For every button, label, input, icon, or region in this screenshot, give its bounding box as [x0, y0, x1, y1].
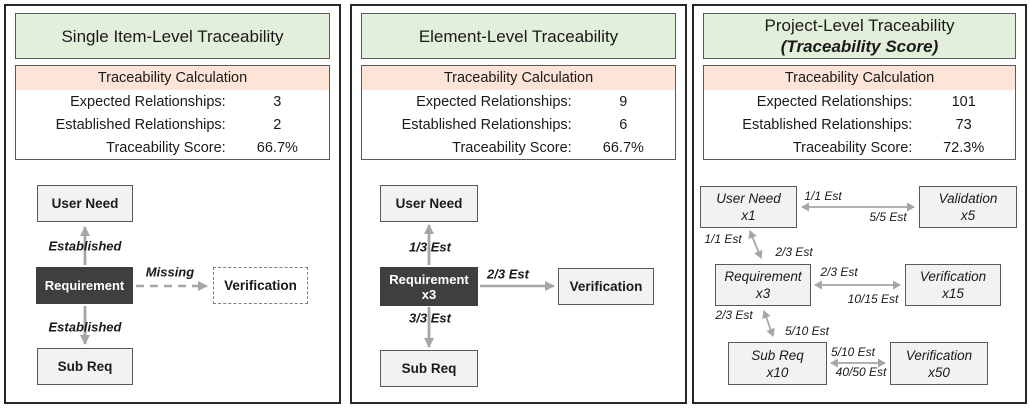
calc-row-score: Traceability Score: 66.7%	[16, 136, 329, 159]
node-label: Requirement x3	[724, 269, 802, 301]
calc-value: 3	[273, 93, 282, 110]
edge-label-un-req-left: 1/1 Est	[704, 232, 742, 246]
calc-row-established: Established Relationships: 6	[362, 113, 675, 136]
node-label: Verification	[224, 277, 297, 293]
calc-row-score: Traceability Score: 66.7%	[362, 136, 675, 159]
calc-value: 9	[619, 93, 628, 110]
node-requirement: Requirement	[36, 267, 133, 304]
panel-subtitle: (Traceability Score)	[780, 37, 939, 56]
calc-label: Established Relationships:	[401, 116, 572, 133]
calc-row-score: Traceability Score: 72.3%	[704, 136, 1015, 159]
node-requirement-x3: Requirement x3	[715, 264, 811, 306]
arrow-requirement-subreq	[762, 310, 775, 337]
calc-title: Traceability Calculation	[362, 66, 675, 90]
calc-title: Traceability Calculation	[704, 66, 1015, 90]
node-user-need: User Need	[380, 185, 478, 222]
calc-label: Established Relationships:	[55, 116, 226, 133]
edge-label-req-ver-bottom: 10/15 Est	[847, 292, 899, 306]
calc-row-expected: Expected Relationships: 3	[16, 90, 329, 113]
edge-label-established-top: Established	[48, 238, 122, 254]
panel-header: Element-Level Traceability	[361, 13, 676, 59]
calc-label: Expected Relationships:	[70, 93, 226, 110]
edge-label-3-3-est: 3/3 Est	[409, 310, 451, 326]
node-sub-req-x10: Sub Req x10	[728, 342, 827, 385]
arrows-layer	[748, 202, 915, 368]
panel-element-level: Element-Level Traceability Traceability …	[350, 4, 687, 404]
panel-title: Single Item-Level Traceability	[61, 26, 284, 46]
calc-value: 72.3%	[943, 139, 985, 156]
node-user-need-x1: User Need x1	[700, 186, 797, 228]
node-requirement-x3: Requirement x3	[380, 267, 478, 306]
calc-value: 66.7%	[602, 139, 644, 156]
edge-label-sub-ver-top: 5/10 Est	[830, 345, 876, 359]
panel-title: Element-Level Traceability	[418, 26, 619, 46]
node-label: Verification	[569, 278, 643, 294]
node-verification: Verification	[558, 268, 654, 305]
traceability-calculation-box: Traceability Calculation Expected Relati…	[361, 65, 676, 160]
node-label: User Need	[51, 195, 119, 211]
calc-value: 73	[955, 116, 972, 133]
calc-row-expected: Expected Relationships: 9	[362, 90, 675, 113]
node-label: Requirement	[44, 278, 125, 293]
node-label: Requirement x3	[389, 271, 469, 302]
edge-label-req-sub-left: 2/3 Est	[715, 308, 753, 322]
calc-value: 66.7%	[256, 139, 298, 156]
edge-label-established-bottom: Established	[48, 319, 122, 335]
edge-label-req-sub-right: 5/10 Est	[784, 324, 830, 338]
node-label: Sub Req	[57, 358, 113, 374]
node-label: User Need	[395, 195, 463, 211]
node-label: Verification x50	[905, 347, 973, 380]
calc-title: Traceability Calculation	[16, 66, 329, 90]
calc-value: 2	[273, 116, 282, 133]
panel-header: Project-Level Traceability (Traceability…	[703, 13, 1016, 59]
node-sub-req: Sub Req	[37, 348, 133, 385]
calc-row-expected: Expected Relationships: 101	[704, 90, 1015, 113]
calc-row-established: Established Relationships: 73	[704, 113, 1015, 136]
node-sub-req: Sub Req	[380, 350, 478, 387]
node-verification-missing: Verification	[213, 267, 308, 304]
arrow-userneed-requirement	[748, 230, 763, 259]
calc-label: Established Relationships:	[742, 116, 913, 133]
calc-value: 6	[619, 116, 628, 133]
calc-label: Expected Relationships:	[756, 93, 913, 110]
edge-label-1-3-est: 1/3 Est	[409, 239, 451, 255]
calc-label: Traceability Score:	[452, 139, 572, 156]
arrows-layer	[80, 226, 208, 345]
panel-project-level: Project-Level Traceability (Traceability…	[692, 4, 1027, 404]
node-label: Sub Req	[401, 360, 457, 376]
node-label: User Need x1	[716, 191, 781, 223]
calc-row-established: Established Relationships: 2	[16, 113, 329, 136]
calc-value: 101	[951, 93, 976, 110]
node-verification-x50: Verification x50	[890, 342, 988, 385]
panel-single-item-level: Single Item-Level Traceability Traceabil…	[4, 4, 341, 404]
node-user-need: User Need	[37, 185, 133, 222]
edge-label-un-val-bottom: 5/5 Est	[869, 210, 907, 224]
calc-label: Expected Relationships:	[416, 93, 572, 110]
node-validation-x5: Validation x5	[919, 186, 1017, 228]
edge-label-sub-ver-bottom: 40/50 Est	[835, 365, 887, 379]
node-label: Sub Req x10	[751, 347, 804, 380]
edge-label-un-val-top: 1/1 Est	[804, 189, 842, 203]
node-label: Validation x5	[938, 191, 998, 223]
calc-label: Traceability Score:	[792, 139, 913, 156]
edge-label-req-ver-top: 2/3 Est	[820, 265, 858, 279]
traceability-calculation-box: Traceability Calculation Expected Relati…	[703, 65, 1016, 160]
panel-title: Project-Level Traceability	[764, 16, 955, 35]
node-label: Verification x15	[919, 269, 987, 301]
calc-label: Traceability Score:	[106, 139, 226, 156]
traceability-calculation-box: Traceability Calculation Expected Relati…	[15, 65, 330, 160]
edge-label-un-req-right: 2/3 Est	[775, 245, 813, 259]
arrows-layer	[424, 224, 555, 348]
panel-header: Single Item-Level Traceability	[15, 13, 330, 59]
edge-label-missing: Missing	[145, 264, 195, 280]
edge-label-2-3-est: 2/3 Est	[487, 266, 529, 282]
node-verification-x15: Verification x15	[905, 264, 1001, 306]
